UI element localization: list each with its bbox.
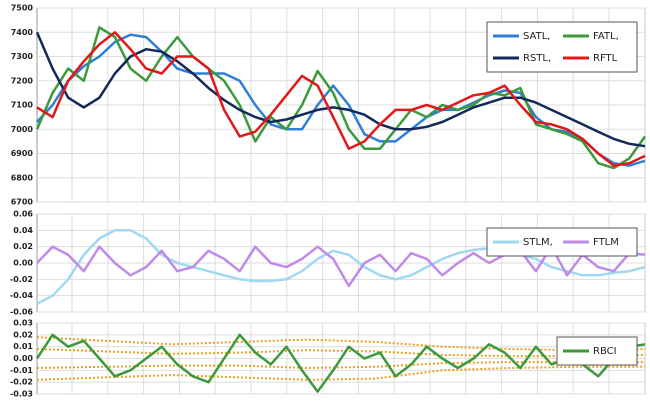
series-line [36, 229, 646, 305]
y-tick-label: 0.02 [13, 242, 33, 251]
y-tick-label: 0.06 [13, 210, 33, 219]
legend-label: FTLM [593, 237, 619, 248]
y-tick-label: -0.03 [10, 390, 33, 399]
y-tick-label: 6900 [11, 149, 34, 158]
y-tick-label: 7300 [11, 52, 34, 61]
y-tick-label: -0.02 [10, 378, 33, 387]
y-tick-label: 0.04 [13, 226, 33, 235]
y-tick-label: 6800 [11, 173, 34, 182]
series-line [36, 31, 646, 167]
y-tick-label: 7400 [11, 28, 34, 37]
series-line [35, 26, 647, 170]
y-tick-label: 7000 [11, 125, 34, 134]
series-line [36, 348, 646, 358]
y-tick-label: -0.04 [10, 291, 33, 300]
series-line [35, 333, 646, 393]
series-line [36, 336, 646, 352]
y-tick-label: 7200 [11, 76, 34, 85]
y-tick-label: 0.01 [13, 342, 33, 351]
legend-label: RSTL, [523, 53, 551, 64]
legend-label: SATL, [523, 31, 550, 42]
y-tick-label: 7100 [11, 101, 34, 110]
y-tick-label: -0.06 [10, 308, 33, 317]
y-tick-label: -0.02 [10, 275, 33, 284]
legend-label: RFTL [593, 53, 618, 64]
y-tick-label: 0.03 [13, 319, 33, 328]
y-tick-label: 0.00 [13, 259, 33, 268]
legend-label: RBCI [593, 346, 617, 357]
series-line [35, 31, 646, 148]
y-tick-label: -0.01 [10, 366, 33, 375]
legend-label: STLM, [523, 237, 553, 248]
y-tick-label: 0.00 [13, 354, 33, 363]
series-line [36, 361, 645, 369]
series-line [36, 365, 645, 381]
y-tick-label: 6700 [11, 198, 34, 207]
legend-label: FATL, [593, 31, 619, 42]
series-line [36, 245, 646, 288]
y-tick-label: 0.02 [13, 330, 33, 339]
y-tick-label: 7500 [11, 4, 34, 13]
legend-box [486, 21, 638, 73]
